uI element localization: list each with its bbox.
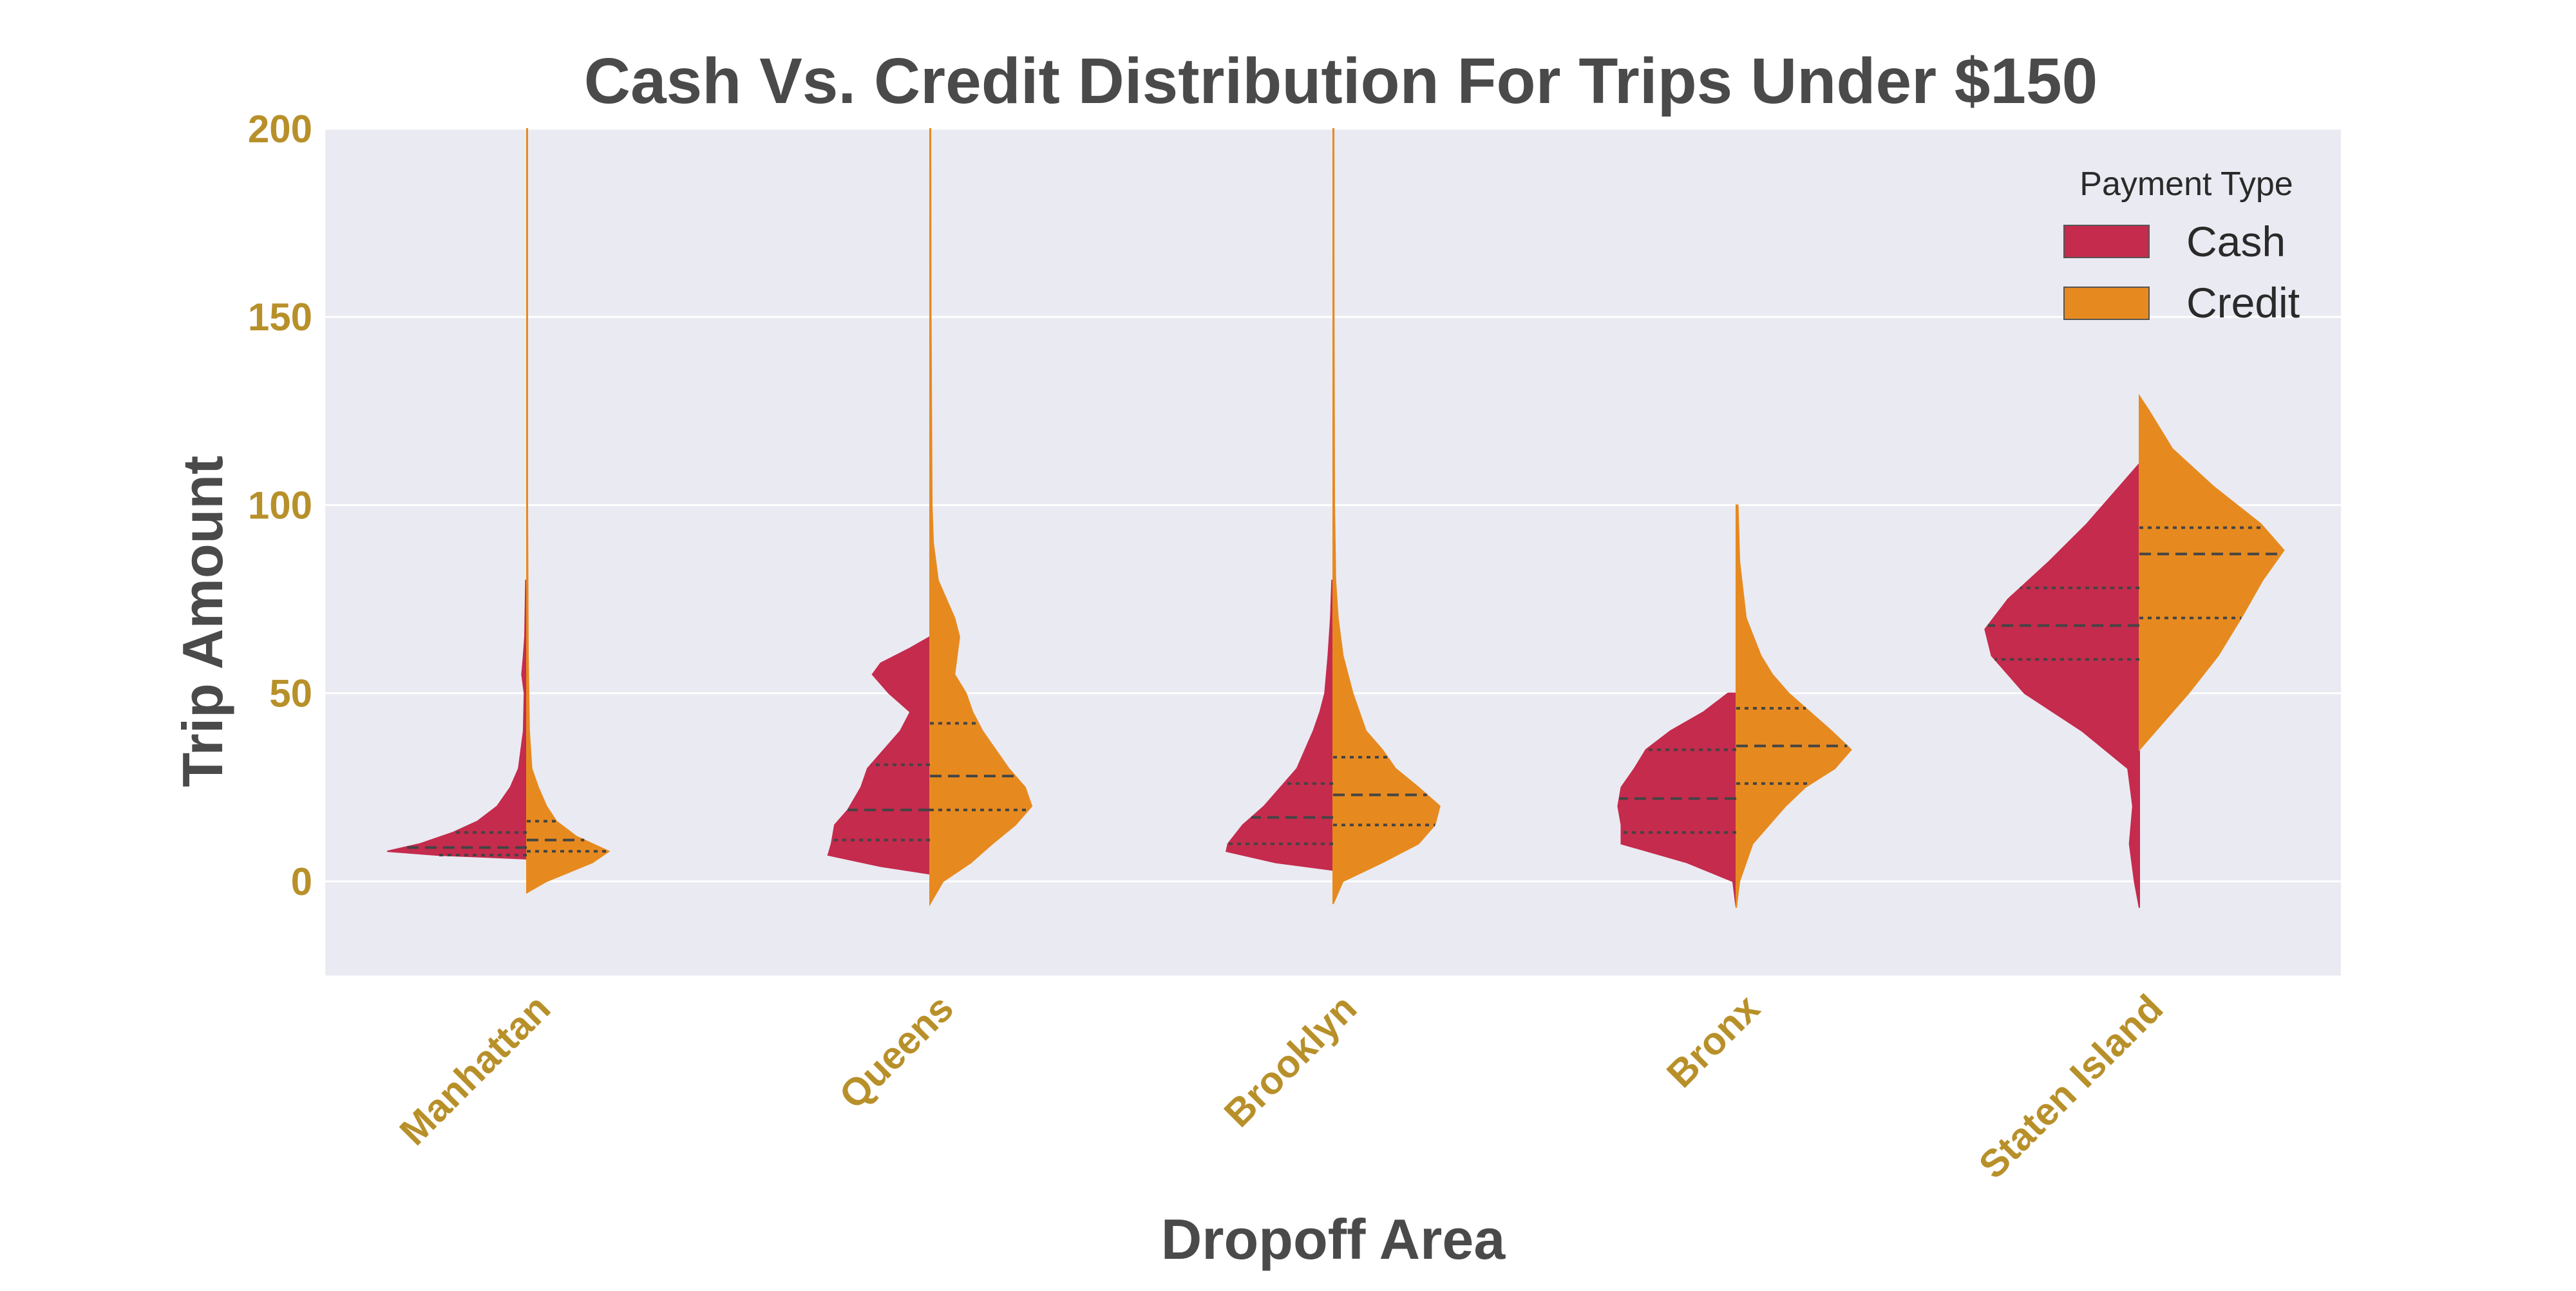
- y-tick-label: 0: [291, 860, 312, 903]
- x-tick-label: Staten Island: [1971, 986, 2171, 1187]
- violin-credit-bronx: [1736, 504, 1852, 908]
- legend: Payment Type Cash Credit: [2063, 165, 2300, 326]
- y-tick-labels: 0 50 100 150 200: [248, 108, 312, 903]
- x-tick-labels: Manhattan Queens Brooklyn Bronx Staten Islan…: [392, 986, 2172, 1187]
- violin-cash-queens: [827, 636, 931, 875]
- violin-credit-queens: [929, 128, 1033, 907]
- violin-cash-brooklyn: [1226, 580, 1334, 871]
- y-tick-label: 100: [248, 484, 312, 527]
- violin-credit-manhattan: [526, 128, 611, 894]
- y-tick-label: 150: [248, 296, 312, 339]
- x-tick-label: Manhattan: [392, 986, 559, 1154]
- violin-credit-brooklyn: [1332, 128, 1441, 905]
- legend-title: Payment Type: [2079, 165, 2293, 203]
- x-tick-label: Queens: [831, 986, 961, 1117]
- legend-swatch-cash: [2063, 225, 2150, 258]
- violin-credit-staten-island: [2139, 393, 2285, 751]
- violin-layer: [387, 128, 2285, 908]
- y-axis-label: Trip Amount: [171, 456, 234, 787]
- x-tick-label: Brooklyn: [1216, 986, 1365, 1135]
- y-tick-label: 50: [269, 672, 312, 715]
- legend-label-credit: Credit: [2186, 279, 2300, 326]
- chart-title: Cash Vs. Credit Distribution For Trips U…: [584, 45, 2098, 117]
- legend-swatch-credit: [2063, 287, 2150, 320]
- violin-cash-staten-island: [1984, 462, 2140, 908]
- violin-cash-manhattan: [387, 580, 527, 860]
- x-axis-label: Dropoff Area: [1161, 1207, 1506, 1271]
- violin-cash-bronx: [1617, 692, 1737, 908]
- y-tick-label: 200: [248, 108, 312, 151]
- quartile-lines: [403, 526, 2282, 856]
- legend-label-cash: Cash: [2186, 218, 2286, 265]
- x-tick-label: Bronx: [1658, 986, 1768, 1096]
